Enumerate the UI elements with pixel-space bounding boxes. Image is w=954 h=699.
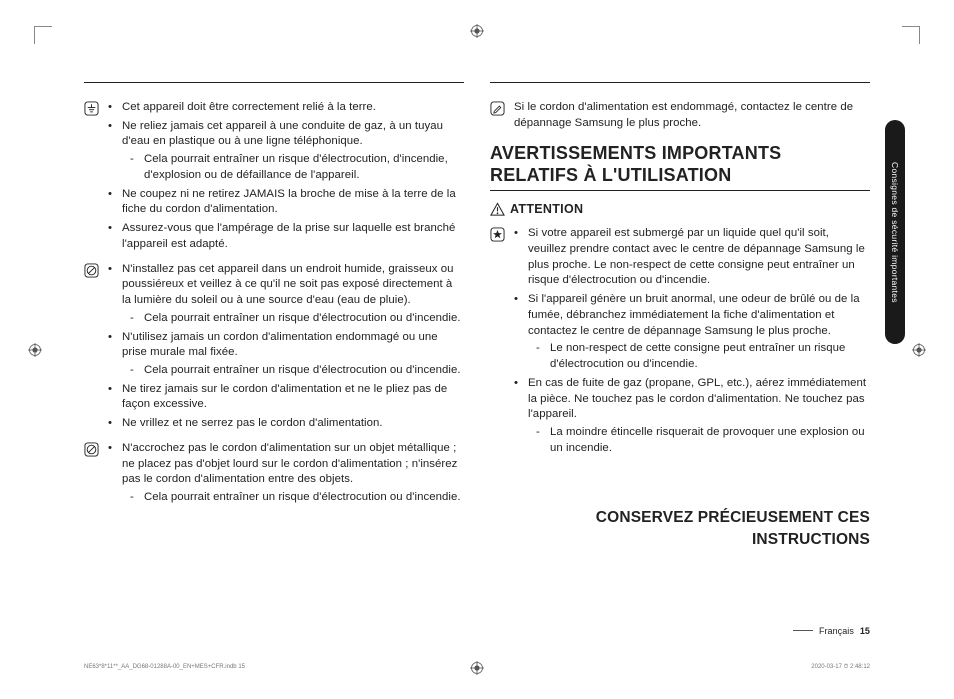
text: Ne coupez ni ne retirez JAMAIS la broche…	[122, 188, 456, 216]
side-tab-label: Consignes de sécurité importantes	[890, 162, 900, 303]
attention-label: ATTENTION	[510, 201, 583, 218]
list-item: Ne coupez ni ne retirez JAMAIS la broche…	[108, 187, 464, 218]
sub-item: Le non-respect de cette consigne peut en…	[528, 341, 870, 372]
page-footer: Français 15	[793, 625, 870, 637]
sub-item: Cela pourrait entraîner un risque d'élec…	[122, 311, 464, 327]
top-rule	[84, 82, 870, 83]
text: Si l'appareil génère un bruit anormal, u…	[528, 293, 860, 336]
text: Le non-respect de cette consigne peut en…	[550, 342, 845, 370]
text: Si votre appareil est submergé par un li…	[528, 227, 865, 286]
text: N'accrochez pas le cordon d'alimentation…	[122, 442, 457, 485]
note-icon	[490, 101, 505, 116]
print-footer-left: NE63*8*11**_AA_DG68-01288A-00_EN+MES+CFR…	[84, 664, 245, 671]
left-block-3: N'accrochez pas le cordon d'alimentation…	[84, 441, 464, 509]
registration-mark-top	[470, 24, 484, 38]
print-footer: NE63*8*11**_AA_DG68-01288A-00_EN+MES+CFR…	[84, 664, 870, 671]
left-block-1: Cet appareil doit être correctement reli…	[84, 100, 464, 256]
list-item: Ne reliez jamais cet appareil à une cond…	[108, 119, 464, 184]
right-block: Si votre appareil est submergé par un li…	[490, 226, 870, 459]
list-item: Ne vrillez et ne serrez pas le cordon d'…	[108, 416, 464, 432]
text: Cela pourrait entraîner un risque d'élec…	[144, 312, 461, 324]
crop-mark-tr	[902, 26, 920, 44]
ground-icon	[84, 101, 99, 116]
warning-icon	[490, 202, 505, 217]
text: Cela pourrait entraîner un risque d'élec…	[144, 491, 461, 503]
list-item: Cet appareil doit être correctement reli…	[108, 100, 464, 116]
page: Consignes de sécurité importantes Cet ap…	[0, 0, 954, 699]
text: Ne vrillez et ne serrez pas le cordon d'…	[122, 417, 383, 429]
list-item: N'accrochez pas le cordon d'alimentation…	[108, 441, 464, 506]
sub-item: Cela pourrait entraîner un risque d'élec…	[122, 363, 464, 379]
side-tab: Consignes de sécurité importantes	[885, 120, 905, 344]
prohibit-icon	[84, 442, 99, 457]
list-item: En cas de fuite de gaz (propane, GPL, et…	[514, 376, 870, 457]
list-item: Assurez-vous que l'ampérage de la prise …	[108, 221, 464, 252]
list-item: N'installez pas cet appareil dans un end…	[108, 262, 464, 327]
list-item: N'utilisez jamais un cordon d'alimentati…	[108, 330, 464, 379]
text: N'utilisez jamais un cordon d'alimentati…	[122, 331, 438, 359]
sub-item: Cela pourrait entraîner un risque d'élec…	[122, 152, 464, 183]
right-column: Si le cordon d'alimentation est endommag…	[490, 100, 870, 635]
footer-lang: Français	[819, 625, 854, 637]
sub-item: La moindre étincelle risquerait de provo…	[528, 425, 870, 456]
section-heading: AVERTISSEMENTS IMPORTANTS RELATIFS À L'U…	[490, 143, 870, 190]
prohibit-icon	[84, 263, 99, 278]
text: Ne reliez jamais cet appareil à une cond…	[122, 120, 443, 148]
list-item: Si votre appareil est submergé par un li…	[514, 226, 870, 289]
registration-mark-right	[912, 343, 926, 357]
text: La moindre étincelle risquerait de provo…	[550, 426, 865, 454]
note-text: Si le cordon d'alimentation est endommag…	[514, 100, 870, 131]
left-column: Cet appareil doit être correctement reli…	[84, 100, 464, 635]
text: Ne tirez jamais sur le cordon d'alimenta…	[122, 383, 447, 411]
text: Cet appareil doit être correctement reli…	[122, 101, 376, 113]
crop-mark-tl	[34, 26, 52, 44]
attention-heading: ATTENTION	[490, 201, 870, 218]
footer-page: 15	[860, 625, 870, 637]
star-icon	[490, 227, 505, 242]
right-note: Si le cordon d'alimentation est endommag…	[490, 100, 870, 131]
print-footer-right: 2020-03-17 ⏱ 2:48:12	[811, 664, 870, 671]
save-instructions-heading: CONSERVEZ PRÉCIEUSEMENT CES INSTRUCTIONS	[490, 507, 870, 550]
content-area: Cet appareil doit être correctement reli…	[84, 82, 870, 635]
list-item: Si l'appareil génère un bruit anormal, u…	[514, 292, 870, 373]
left-block-2: N'installez pas cet appareil dans un end…	[84, 262, 464, 435]
list-item: Ne tirez jamais sur le cordon d'alimenta…	[108, 382, 464, 413]
sub-item: Cela pourrait entraîner un risque d'élec…	[122, 490, 464, 506]
registration-mark-left	[28, 343, 42, 357]
text: Cela pourrait entraîner un risque d'élec…	[144, 364, 461, 376]
text: En cas de fuite de gaz (propane, GPL, et…	[528, 377, 866, 420]
text: N'installez pas cet appareil dans un end…	[122, 263, 454, 306]
footer-line	[793, 630, 813, 631]
text: Cela pourrait entraîner un risque d'élec…	[144, 153, 448, 181]
text: Assurez-vous que l'ampérage de la prise …	[122, 222, 455, 250]
